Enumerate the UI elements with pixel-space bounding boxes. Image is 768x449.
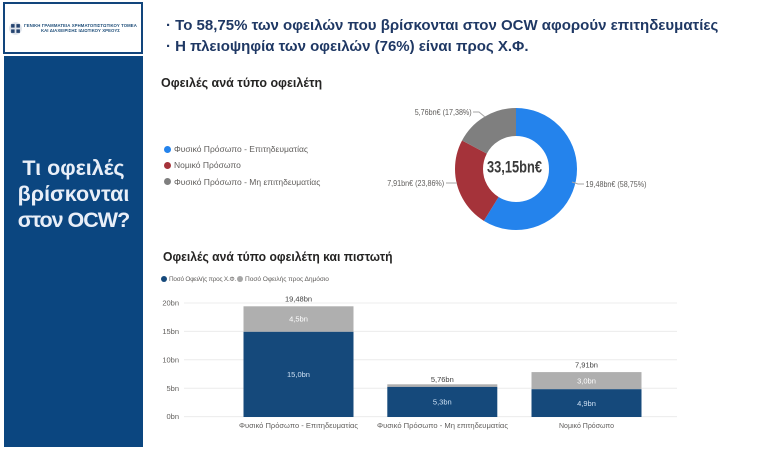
- svg-text:20bn: 20bn: [162, 299, 179, 308]
- svg-text:4,9bn: 4,9bn: [577, 399, 596, 408]
- svg-text:5,3bn: 5,3bn: [433, 398, 452, 407]
- svg-text:5,76bn€ (17,38%): 5,76bn€ (17,38%): [415, 107, 472, 117]
- svg-text:5bn: 5bn: [166, 384, 179, 393]
- svg-text:33,15bn€: 33,15bn€: [487, 159, 542, 177]
- svg-text:10bn: 10bn: [162, 355, 179, 364]
- svg-text:Φυσικό Πρόσωπο - Μη επιτηδευμα: Φυσικό Πρόσωπο - Μη επιτηδευματίας: [377, 421, 508, 430]
- svg-text:3,0bn: 3,0bn: [577, 376, 596, 385]
- svg-text:5,76bn: 5,76bn: [431, 375, 454, 384]
- svg-text:19,48bn€ (58,75%): 19,48bn€ (58,75%): [586, 179, 647, 189]
- svg-text:15bn: 15bn: [162, 327, 179, 336]
- svg-text:19,48bn: 19,48bn: [285, 295, 312, 304]
- svg-text:15,0bn: 15,0bn: [287, 370, 310, 379]
- svg-text:Φυσικό Πρόσωπο - Επιτηδευματία: Φυσικό Πρόσωπο - Επιτηδευματίας: [239, 421, 358, 430]
- svg-text:7,91bn: 7,91bn: [575, 361, 598, 370]
- svg-text:Νομικό Πρόσωπο: Νομικό Πρόσωπο: [559, 421, 614, 430]
- svg-text:7,91bn€ (23,86%): 7,91bn€ (23,86%): [387, 178, 444, 188]
- svg-text:4,5bn: 4,5bn: [289, 315, 308, 324]
- svg-text:0bn: 0bn: [166, 412, 179, 421]
